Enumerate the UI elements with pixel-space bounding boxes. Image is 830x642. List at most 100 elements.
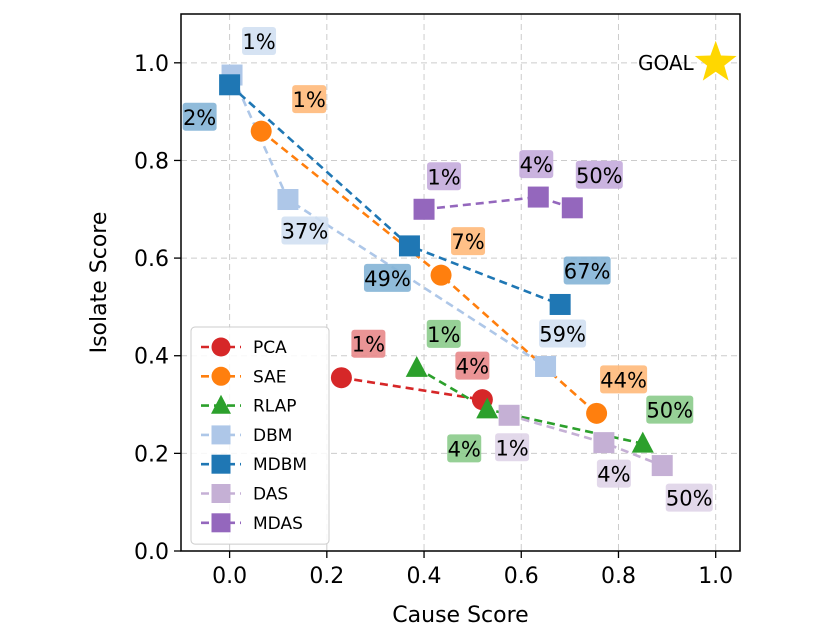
data-label-box [665, 483, 713, 512]
data-label-rlap: 1% [426, 319, 461, 348]
y-tick-label: 0.8 [134, 149, 169, 174]
goal-star-icon [694, 40, 737, 81]
marker-sae [586, 402, 608, 424]
legend-marker [211, 513, 231, 533]
legend-marker [211, 337, 231, 357]
y-tick-label: 0.4 [134, 345, 169, 370]
legend-label: DBM [253, 426, 292, 446]
data-label-mdas: 1% [427, 162, 462, 191]
data-label-text: 1% [242, 30, 275, 54]
data-label-box [646, 395, 694, 424]
data-label-sae: 1% [292, 85, 327, 114]
legend-label: MDAS [253, 514, 303, 534]
marker-rlap [476, 397, 499, 419]
data-label-text: 1% [427, 165, 460, 189]
data-label-text: 4% [456, 355, 489, 379]
marker-rlap [405, 355, 428, 377]
data-label-sae: 44% [600, 365, 648, 394]
legend-label: SAE [253, 367, 286, 387]
data-label-dbm: 37% [281, 216, 329, 245]
data-label-text: 59% [539, 322, 586, 346]
y-tick-label: 1.0 [134, 52, 169, 77]
data-label-box [281, 216, 329, 245]
plot-frame [180, 13, 741, 552]
legend-marker [211, 366, 231, 386]
legend-item-pca: PCA [201, 337, 287, 358]
marker-dbm [277, 189, 299, 211]
marker-rlap [631, 431, 654, 453]
data-label-box [539, 319, 587, 348]
data-label-text: 4% [520, 153, 553, 177]
data-label-text: 4% [597, 463, 630, 487]
legend-item-das: DAS [201, 484, 288, 505]
legend-label: DAS [253, 485, 288, 505]
y-axis-title: Isolate Score [87, 212, 112, 354]
data-label-box [596, 459, 631, 488]
marker-mdas [413, 198, 435, 220]
data-label-box [575, 160, 623, 189]
marker-dbm [535, 355, 557, 377]
data-label-mdas: 4% [519, 150, 554, 179]
legend-marker [211, 425, 231, 445]
data-label-box [426, 319, 461, 348]
data-label-das: 1% [495, 433, 530, 462]
axis-ticks: 0.0 0.2 0.4 0.6 0.8 1.0 0.0 0.2 0.4 0.6 0.8 1.0 [134, 52, 733, 589]
data-label-das: 50% [665, 483, 713, 512]
data-label-box [447, 434, 482, 463]
marker-pca [330, 367, 352, 389]
data-label-dbm: 59% [539, 319, 587, 348]
y-tick-label: 0.6 [134, 247, 169, 272]
data-label-mdbm: 49% [363, 263, 411, 292]
marker-mdas [527, 186, 549, 208]
y-tick-label: 0.0 [134, 540, 169, 565]
data-label-box [363, 263, 411, 292]
goal-marker: GOAL [638, 40, 737, 81]
marker-mdbm [219, 74, 241, 96]
marker-mdbm [398, 235, 420, 257]
marker-mdas [561, 197, 583, 219]
legend-item-rlap: RLAP [201, 394, 297, 417]
data-label-text: 1% [293, 88, 326, 112]
data-label-text: 1% [495, 436, 528, 460]
data-label-dbm: 1% [242, 27, 277, 56]
data-label-box [563, 256, 611, 285]
legend-marker [211, 394, 231, 414]
x-tick-label: 0.8 [601, 564, 636, 589]
data-label-text: 1% [427, 323, 460, 347]
data-label-text: 1% [352, 333, 385, 357]
x-tick-label: 0.0 [212, 564, 247, 589]
data-label-pca: 4% [455, 351, 490, 380]
data-label-box [455, 351, 490, 380]
legend-label: PCA [253, 338, 287, 358]
data-label-text: 50% [646, 399, 693, 423]
legend-marker [211, 484, 231, 503]
marker-mdbm [549, 293, 571, 315]
data-label-mdas: 50% [575, 160, 623, 189]
marker-sae [430, 264, 452, 286]
y-tick-label: 0.2 [134, 442, 169, 467]
legend-label: RLAP [253, 397, 297, 417]
data-label-box [292, 85, 327, 114]
legend-item-sae: SAE [201, 366, 286, 387]
data-label-rlap: 50% [646, 395, 694, 424]
data-label-mdbm: 67% [563, 256, 611, 285]
data-label-mdbm: 2% [182, 102, 217, 131]
goal-label: GOAL [638, 51, 695, 75]
legend-marker [211, 454, 231, 474]
data-label-text: 44% [600, 368, 647, 392]
data-label-rlap: 4% [447, 434, 482, 463]
series-markers [219, 64, 673, 477]
x-tick-label: 0.4 [407, 564, 442, 589]
legend-item-mdbm: MDBM [201, 454, 307, 475]
data-label-text: 4% [448, 437, 481, 461]
data-label-text: 2% [183, 106, 216, 130]
x-tick-label: 0.6 [504, 564, 539, 589]
data-label-text: 37% [282, 220, 329, 244]
data-label-box [495, 433, 530, 462]
marker-das [651, 455, 673, 477]
marker-das [593, 432, 615, 454]
data-label-box [519, 150, 554, 179]
data-label-box [600, 365, 648, 394]
data-label-text: 50% [666, 487, 713, 511]
